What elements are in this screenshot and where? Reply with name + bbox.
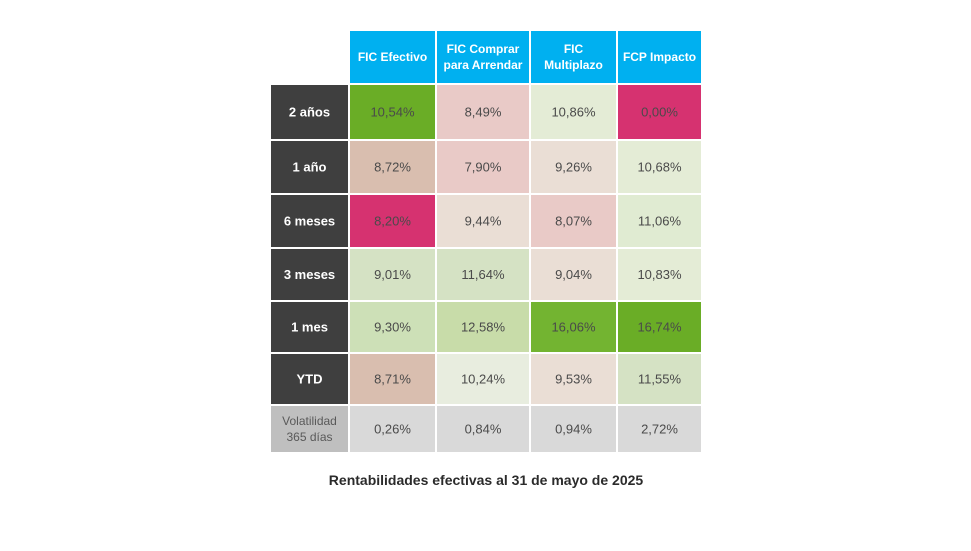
data-cell xyxy=(618,85,701,139)
column-header-label: FIC Comprar para Arrendar xyxy=(444,42,523,72)
row-label-cell xyxy=(271,141,348,193)
data-cell-value: 16,74% xyxy=(637,320,682,335)
data-cell xyxy=(437,141,529,193)
data-cell xyxy=(350,85,435,139)
data-cell-value: 9,30% xyxy=(374,320,411,335)
data-cell xyxy=(350,302,435,352)
row-label: 2 años xyxy=(289,105,330,120)
row-label: 1 mes xyxy=(291,320,328,335)
data-cell-value: 10,68% xyxy=(637,160,682,175)
data-cell xyxy=(531,354,616,404)
data-cell xyxy=(618,406,701,452)
row-label-cell xyxy=(271,195,348,247)
column-header-label: FCP Impacto xyxy=(623,50,696,64)
data-cell-value: 0,94% xyxy=(555,422,592,437)
data-cell xyxy=(437,354,529,404)
row-label: 6 meses xyxy=(284,214,335,229)
row-label: 3 meses xyxy=(284,267,335,282)
data-cell xyxy=(618,354,701,404)
data-cell xyxy=(618,249,701,300)
data-cell xyxy=(437,302,529,352)
returns-heatmap-table: FIC Efectivo FIC Comprar para Arrendar FIC M… xyxy=(271,31,701,452)
row-label-cell xyxy=(271,302,348,352)
data-cell-value: 8,07% xyxy=(555,214,592,229)
table-caption: Rentabilidades efectivas al 31 de mayo d… xyxy=(328,472,644,488)
data-cell-value: 10,83% xyxy=(637,267,682,282)
data-cell xyxy=(350,249,435,300)
data-cell xyxy=(531,406,616,452)
data-cell-value: 0,26% xyxy=(374,422,411,437)
data-cell xyxy=(437,406,529,452)
data-cell-value: 10,86% xyxy=(551,105,596,120)
data-cell-value: 9,44% xyxy=(465,214,502,229)
data-cell xyxy=(437,85,529,139)
data-cell-value: 8,49% xyxy=(465,105,502,120)
data-cell-value: 0,00% xyxy=(641,105,678,120)
data-cell-value: 8,20% xyxy=(374,214,411,229)
data-cell-value: 10,54% xyxy=(370,105,415,120)
data-cell xyxy=(618,141,701,193)
data-cell xyxy=(531,195,616,247)
data-cell-value: 9,53% xyxy=(555,372,592,387)
data-cell-value: 9,26% xyxy=(555,160,592,175)
data-cell-value: 11,64% xyxy=(461,267,505,282)
row-label: 1 año xyxy=(293,160,327,175)
data-cell xyxy=(350,354,435,404)
data-cell xyxy=(618,302,701,352)
column-header-cell xyxy=(531,31,616,83)
data-cell-value: 8,72% xyxy=(374,160,411,175)
data-cell xyxy=(437,249,529,300)
column-header-cell xyxy=(350,31,435,83)
data-cell xyxy=(531,249,616,300)
data-cell-value: 0,84% xyxy=(465,422,502,437)
data-cell xyxy=(437,195,529,247)
data-cell-value: 9,04% xyxy=(555,267,592,282)
row-label: YTD xyxy=(297,372,323,387)
column-header-cell xyxy=(437,31,529,83)
row-label-cell xyxy=(271,406,348,452)
data-cell-value: 2,72% xyxy=(641,422,678,437)
row-label-cell xyxy=(271,85,348,139)
data-cell-value: 9,01% xyxy=(374,267,411,282)
data-cell xyxy=(350,141,435,193)
row-label-cell xyxy=(271,249,348,300)
data-cell-value: 11,06% xyxy=(638,214,682,229)
row-label: Volatilidad 365 días xyxy=(282,414,337,444)
data-cell-value: 12,58% xyxy=(461,320,506,335)
data-cell xyxy=(350,406,435,452)
data-cell-value: 7,90% xyxy=(465,160,502,175)
data-cell xyxy=(531,85,616,139)
column-header-cell xyxy=(618,31,701,83)
data-cell-value: 11,55% xyxy=(638,372,682,387)
data-cell-value: 16,06% xyxy=(551,320,596,335)
data-cell xyxy=(618,195,701,247)
column-header-label: FIC Efectivo xyxy=(358,50,427,64)
column-header-label: FIC Multiplazo xyxy=(544,42,603,72)
row-label-cell xyxy=(271,354,348,404)
data-cell xyxy=(531,302,616,352)
data-cell-value: 10,24% xyxy=(461,372,506,387)
data-cell xyxy=(350,195,435,247)
data-cell xyxy=(531,141,616,193)
data-cell-value: 8,71% xyxy=(374,372,411,387)
